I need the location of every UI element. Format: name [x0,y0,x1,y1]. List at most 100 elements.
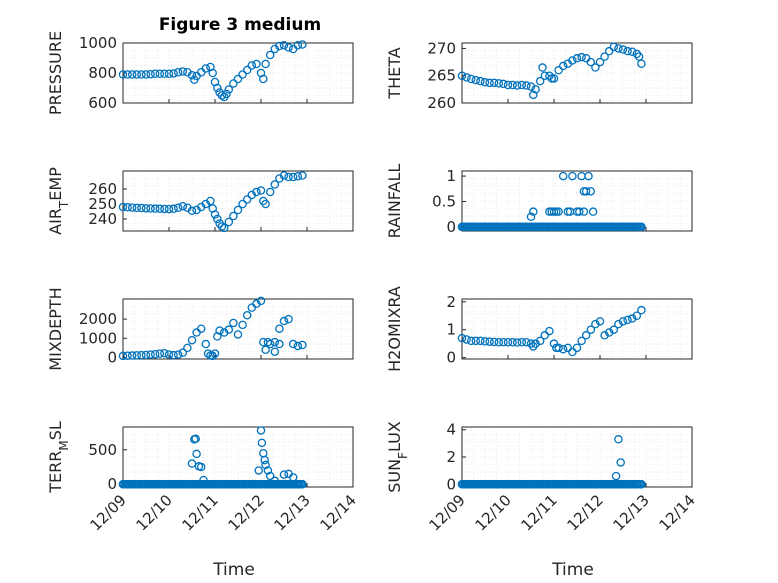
y-tick-label: 2000 [79,310,117,328]
data-point [577,336,586,346]
data-point [164,204,174,214]
data-point [256,186,266,195]
data-point [558,171,568,181]
data-point [604,46,614,56]
subplot-rainfall: 0 0.5 1 RAINFALL [385,164,693,238]
data-point [265,187,275,197]
data-point [238,320,247,330]
data-point [489,337,499,347]
data-point [632,311,642,320]
data-point [132,70,142,79]
x-tick-label: 12/09 [87,491,130,534]
data-point [558,344,568,354]
data-point [609,325,619,334]
data-point [293,41,303,50]
data-point [284,314,293,324]
data-point [588,207,598,216]
data-point [586,325,596,334]
data-point [178,201,188,211]
data-point [123,70,132,79]
data-point [187,206,197,215]
data-point [238,70,247,79]
data-point [270,180,280,189]
data-point [503,80,513,90]
data-point [531,339,540,348]
data-point [137,70,146,79]
x-tick-label: 12/14 [317,491,360,534]
data-point [595,57,605,67]
data-point [466,336,476,346]
data-point [206,196,215,206]
y-tick-label: 800 [88,64,117,82]
data-point [259,448,268,458]
data-point [118,70,128,79]
data-point [229,211,238,221]
data-point [196,68,206,77]
data-point [471,336,481,346]
data-point [581,187,591,196]
baseline-point [637,222,646,232]
data-point [132,203,142,213]
data-point [572,343,582,353]
data-point [476,336,485,346]
data-point [213,214,222,224]
data-point [169,204,178,214]
data-point [127,203,137,212]
y-tick-label: 250 [88,195,117,213]
data-point [600,331,609,340]
x-tick-label: 12/14 [656,491,699,534]
data-point [127,70,137,79]
data-point [183,343,192,353]
data-point [637,305,646,315]
data-point [160,204,169,214]
data-point [526,212,536,222]
data-point [462,335,471,344]
data-point [265,50,275,60]
x-tick-label: 12/12 [225,491,268,534]
data-point [552,207,561,216]
data-point [575,207,584,216]
data-point [270,347,280,356]
y-tick-label: 4 [446,421,456,439]
data-point [618,317,628,326]
data-point [611,471,621,481]
data-point [173,203,183,212]
data-point [233,74,243,84]
axes-box [461,298,693,360]
y-tick-label: 0 [107,475,117,493]
data-point [187,459,197,468]
data-point [261,460,270,470]
x-tick-label: 12/11 [518,491,561,534]
data-point [215,326,224,335]
data-point [118,202,128,212]
data-point [600,52,609,61]
data-point [238,199,247,209]
data-point [480,78,490,87]
y-tick-label: 265 [427,67,456,85]
data-point [192,449,201,459]
data-point [531,85,540,94]
data-point [261,59,270,69]
data-point [219,223,229,233]
data-point [288,172,298,182]
axes-box [461,42,693,104]
data-point [538,63,547,72]
data-point [586,187,596,196]
data-point [489,78,499,88]
data-point [224,85,234,94]
data-point [252,187,261,197]
data-point [146,204,155,213]
x-axis-label: Time [551,560,594,580]
data-point [210,210,220,219]
data-point [196,462,206,472]
subplot-terr_msl: 0 500 12/09 12/10 12/11 12/12 12/13 12/14 TERRMS… [46,421,360,580]
baseline-point [298,479,307,489]
data-point [623,46,632,56]
data-point [627,47,637,56]
data-point [201,64,211,73]
y-tick-label: 1000 [79,329,117,347]
x-tick-label: 12/09 [426,491,469,534]
data-point [499,79,508,89]
